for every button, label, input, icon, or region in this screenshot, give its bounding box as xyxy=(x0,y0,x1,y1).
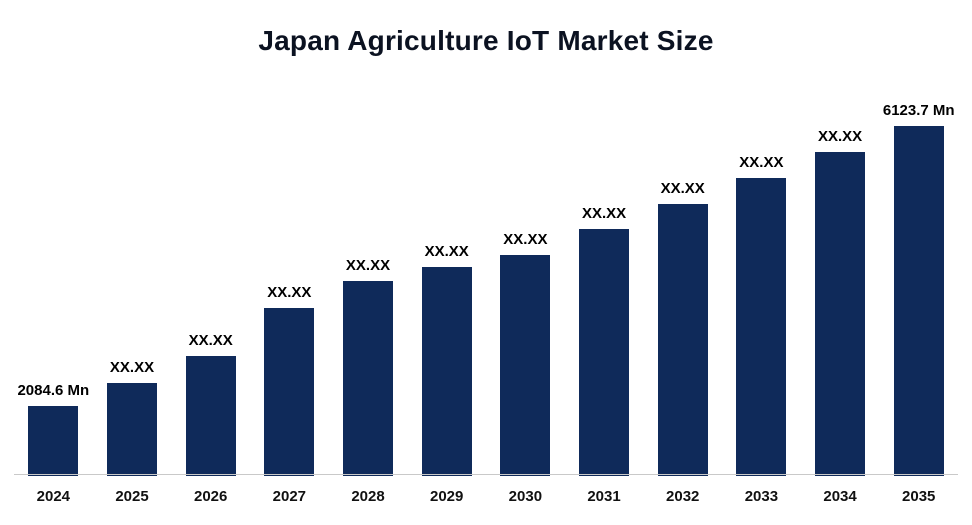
bar xyxy=(500,255,551,476)
bar xyxy=(343,281,394,476)
bar-column: XX.XX 2026 xyxy=(171,332,250,507)
x-axis-tick-label: 2029 xyxy=(430,488,464,505)
bar xyxy=(264,308,315,476)
bar-value-label: 6123.7 Mn xyxy=(882,102,955,119)
bar xyxy=(657,204,708,476)
x-axis-baseline xyxy=(14,474,958,475)
bar-column: XX.XX 2033 xyxy=(722,154,801,507)
bar xyxy=(421,267,472,476)
x-axis-tick-label: 2027 xyxy=(272,488,307,505)
bar-value-label: XX.XX xyxy=(188,332,233,349)
bar-value-label: XX.XX xyxy=(345,257,391,274)
x-axis-tick-label: 2032 xyxy=(666,488,700,505)
bar-column: XX.XX 2027 xyxy=(250,284,329,507)
bar xyxy=(28,406,79,476)
bar-value-label: XX.XX xyxy=(267,284,312,301)
chart-title: Japan Agriculture IoT Market Size xyxy=(258,25,714,56)
x-axis-tick-label: 2035 xyxy=(902,488,936,505)
bar-value-label: XX.XX xyxy=(424,243,469,260)
bar-column: XX.XX 2025 xyxy=(93,359,172,507)
bar-value-label: XX.XX xyxy=(503,231,548,248)
bar-value-label: XX.XX xyxy=(817,128,863,145)
bar xyxy=(107,383,157,476)
bar-column: XX.XX 2029 xyxy=(407,243,486,507)
bar-column: XX.XX 2034 xyxy=(801,128,880,507)
bar-value-label: XX.XX xyxy=(739,154,784,171)
bar-column: XX.XX 2028 xyxy=(329,257,408,507)
x-axis-tick-label: 2024 xyxy=(36,488,71,505)
x-axis-tick-label: 2026 xyxy=(193,488,228,505)
bar xyxy=(736,178,787,476)
x-axis-tick-label: 2031 xyxy=(587,488,621,505)
bar xyxy=(185,356,236,476)
x-axis-tick-label: 2034 xyxy=(823,488,857,505)
bar-value-label: XX.XX xyxy=(660,180,705,197)
bar-value-label: XX.XX xyxy=(581,205,627,222)
bar xyxy=(815,152,866,476)
bar-value-label: 2084.6 Mn xyxy=(17,382,90,399)
bar-column: XX.XX 2032 xyxy=(643,180,722,507)
bar xyxy=(579,229,630,476)
x-axis-tick-label: 2030 xyxy=(508,488,543,505)
bar xyxy=(893,126,944,476)
bar-column: 2084.6 Mn 2024 xyxy=(14,382,93,507)
x-axis-tick-label: 2028 xyxy=(351,488,385,505)
bar-column: XX.XX 2031 xyxy=(565,205,644,507)
bar-column: 6123.7 Mn 2035 xyxy=(879,102,958,507)
plot-area: 2084.6 Mn 2024 XX.XX 2025 XX.XX 2026 XX.XX 2027… xyxy=(14,100,958,507)
x-axis-tick-label: 2033 xyxy=(744,488,779,505)
bar-column: XX.XX 2030 xyxy=(486,231,565,507)
x-axis-tick-label: 2025 xyxy=(115,488,149,505)
bar-value-label: XX.XX xyxy=(109,359,155,376)
